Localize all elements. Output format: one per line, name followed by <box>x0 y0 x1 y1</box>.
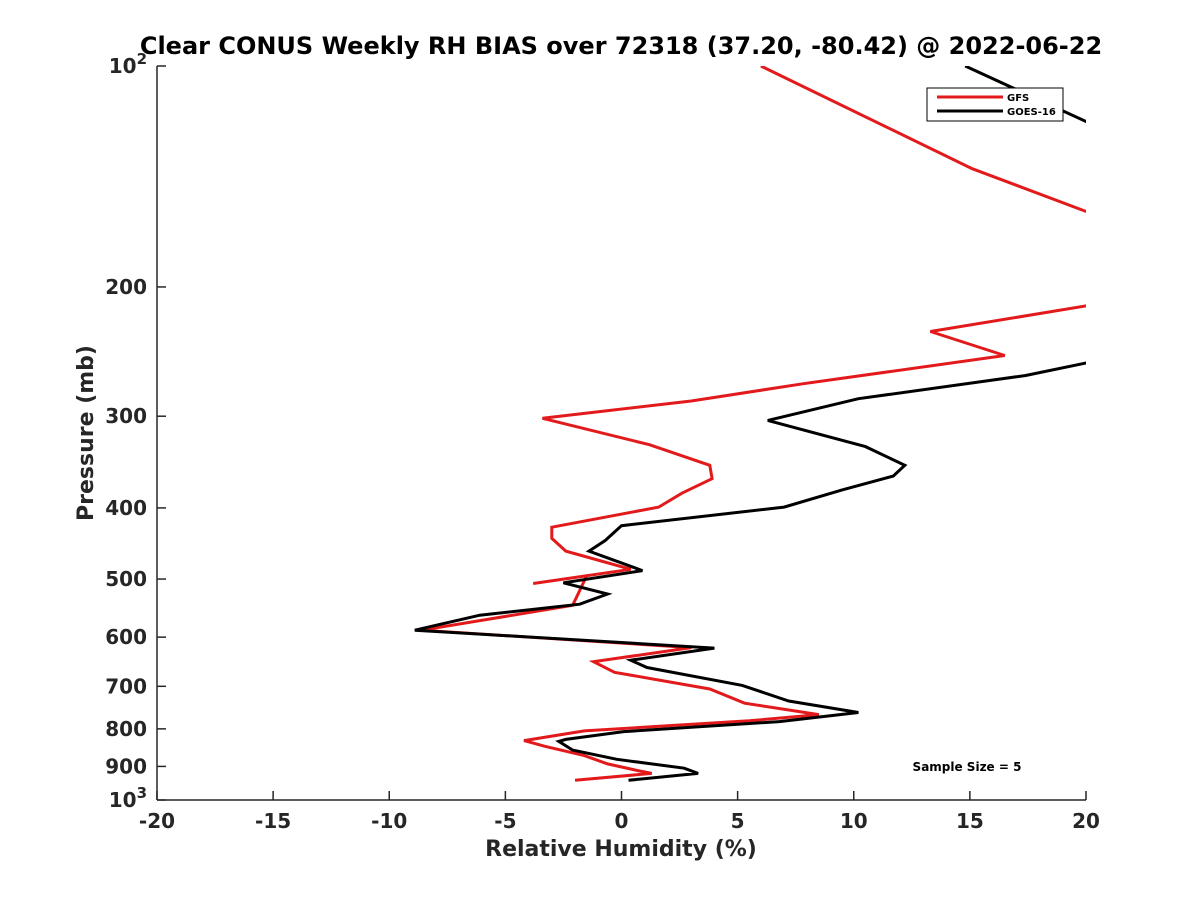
y-tick-label: 200 <box>105 275 147 299</box>
y-axis-label: Pressure (mb) <box>74 345 99 521</box>
y-tick-label: 400 <box>105 496 147 520</box>
y-tick-label: 300 <box>105 404 147 428</box>
axes <box>156 66 1086 801</box>
series-line-gfs <box>421 66 1086 782</box>
x-axis-label: Relative Humidity (%) <box>485 837 757 862</box>
series-layer <box>414 66 1086 782</box>
y-tick-label: 103 <box>109 784 147 812</box>
y-tick-label: 500 <box>105 567 147 591</box>
y-tick-label: 900 <box>105 754 147 778</box>
y-tick-label: 102 <box>109 50 147 78</box>
chart-title: Clear CONUS Weekly RH BIAS over 72318 (3… <box>140 32 1102 60</box>
x-tick-label: -20 <box>139 809 175 833</box>
legend: GFS GOES-16 <box>926 87 1064 122</box>
sample-size-annotation: Sample Size = 5 <box>913 760 1022 774</box>
legend-label: GOES-16 <box>1007 107 1056 118</box>
x-tick-label: -15 <box>255 809 291 833</box>
x-tick-label: -5 <box>494 809 516 833</box>
legend-label: GFS <box>1007 93 1029 104</box>
y-tick-label: 700 <box>105 674 147 698</box>
legend-box <box>926 87 1064 122</box>
x-tick-label: -10 <box>371 809 407 833</box>
x-tick-label: 15 <box>956 809 984 833</box>
x-ticks: -20 -15 -10 -5 0 5 10 15 20 <box>139 791 1100 833</box>
x-tick-label: 20 <box>1072 809 1100 833</box>
y-tick-label: 800 <box>105 717 147 741</box>
y-ticks: 102 200 300 400 500 600 700 800 900 103 <box>105 50 166 812</box>
series-line-goes-16 <box>414 66 1086 782</box>
x-tick-label: 0 <box>615 809 629 833</box>
x-tick-label: 10 <box>840 809 868 833</box>
x-tick-label: 5 <box>731 809 745 833</box>
legend-entries: GFS GOES-16 <box>937 93 1056 118</box>
y-tick-label: 600 <box>105 625 147 649</box>
